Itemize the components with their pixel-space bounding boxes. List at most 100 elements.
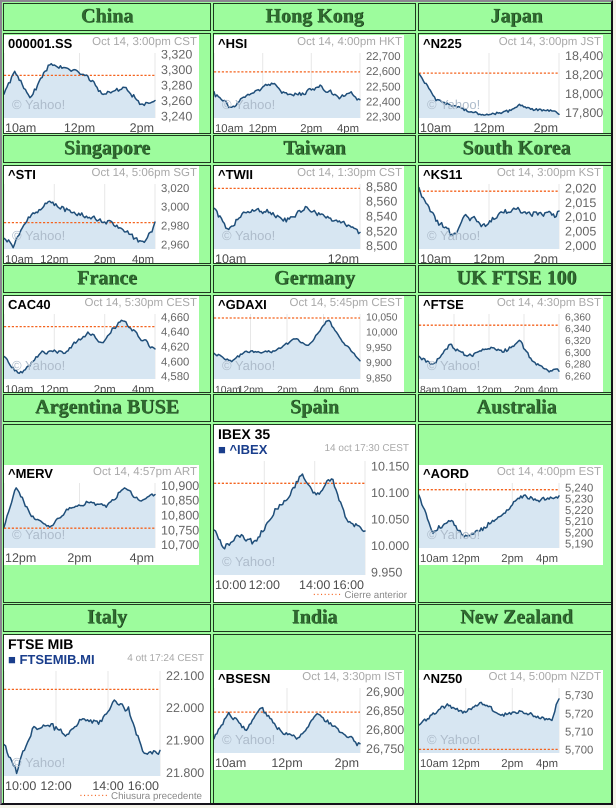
svg-text:10am: 10am <box>215 252 246 264</box>
svg-text:2pm: 2pm <box>130 121 154 135</box>
svg-text:12pm: 12pm <box>476 385 502 393</box>
svg-text:2pm: 2pm <box>501 553 523 565</box>
svg-text:10am: 10am <box>215 123 243 135</box>
svg-text:3,300: 3,300 <box>161 63 192 77</box>
svg-text:22,600: 22,600 <box>366 66 401 78</box>
svg-text:5,720: 5,720 <box>565 708 593 720</box>
svg-text:17,800: 17,800 <box>565 106 603 120</box>
svg-text:4pm: 4pm <box>538 385 558 393</box>
svg-text:© Yahoo!: © Yahoo! <box>427 97 480 112</box>
svg-text:10,750: 10,750 <box>161 523 199 537</box>
svg-text:18,200: 18,200 <box>565 68 603 82</box>
svg-text:3,260: 3,260 <box>161 94 192 108</box>
svg-text:10am: 10am <box>420 758 448 770</box>
svg-text:10,700: 10,700 <box>161 538 199 552</box>
svg-text:© Yahoo!: © Yahoo! <box>12 755 65 770</box>
svg-text:2pm: 2pm <box>300 123 322 135</box>
svg-text:© Yahoo!: © Yahoo! <box>222 97 275 112</box>
svg-text:2,960: 2,960 <box>161 239 189 251</box>
svg-text:8,580: 8,580 <box>366 181 397 194</box>
svg-text:5,210: 5,210 <box>565 516 593 528</box>
svg-text:12pm: 12pm <box>452 758 480 770</box>
svg-text:2pm: 2pm <box>534 252 558 264</box>
svg-text:© Yahoo!: © Yahoo! <box>427 527 480 542</box>
svg-text:6,300: 6,300 <box>565 348 591 359</box>
svg-text:6pm: 6pm <box>339 385 359 393</box>
svg-text:18,400: 18,400 <box>565 50 603 63</box>
svg-text:5,710: 5,710 <box>565 726 593 738</box>
svg-text:© Yahoo!: © Yahoo! <box>222 228 275 243</box>
svg-text:26,750: 26,750 <box>366 742 404 756</box>
svg-text:8,560: 8,560 <box>366 195 397 209</box>
svg-text:4,640: 4,640 <box>161 327 189 339</box>
svg-text:© Yahoo!: © Yahoo! <box>222 554 275 569</box>
svg-text:10.050: 10.050 <box>371 512 409 526</box>
svg-text:10am: 10am <box>5 384 33 393</box>
svg-text:10am: 10am <box>420 121 451 135</box>
svg-text:2,020: 2,020 <box>565 181 596 195</box>
svg-text:10,800: 10,800 <box>161 508 199 522</box>
svg-text:22,300: 22,300 <box>366 111 401 123</box>
svg-text:4pm: 4pm <box>337 123 359 135</box>
svg-text:2pm: 2pm <box>67 551 91 565</box>
svg-text:9,950: 9,950 <box>366 343 392 354</box>
svg-text:© Yahoo!: © Yahoo! <box>222 358 275 373</box>
svg-text:10,000: 10,000 <box>366 328 398 339</box>
svg-text:10am: 10am <box>420 252 451 264</box>
svg-text:© Yahoo!: © Yahoo! <box>12 97 65 112</box>
svg-text:22,400: 22,400 <box>366 96 401 108</box>
svg-text:10am: 10am <box>441 385 467 393</box>
svg-text:2,980: 2,980 <box>161 220 189 232</box>
svg-text:22.100: 22.100 <box>166 669 204 683</box>
svg-text:6,320: 6,320 <box>565 336 591 347</box>
svg-text:© Yahoo!: © Yahoo! <box>222 732 275 747</box>
svg-text:10.100: 10.100 <box>371 486 409 500</box>
svg-text:10.150: 10.150 <box>371 459 409 473</box>
svg-text:12pm: 12pm <box>328 252 359 264</box>
svg-text:5,200: 5,200 <box>565 527 593 539</box>
svg-text:12pm: 12pm <box>40 384 68 393</box>
svg-text:2pm: 2pm <box>277 385 297 393</box>
svg-text:12pm: 12pm <box>238 385 264 393</box>
svg-text:22,500: 22,500 <box>366 81 401 93</box>
svg-text:2pm: 2pm <box>94 384 116 393</box>
svg-text:21.800: 21.800 <box>166 766 204 780</box>
svg-text:4pm: 4pm <box>536 758 558 770</box>
svg-text:3,240: 3,240 <box>161 109 192 123</box>
svg-text:© Yahoo!: © Yahoo! <box>427 228 480 243</box>
svg-text:3,020: 3,020 <box>161 183 189 195</box>
svg-text:2,005: 2,005 <box>565 225 596 239</box>
svg-text:10.000: 10.000 <box>371 539 409 553</box>
svg-text:5,700: 5,700 <box>565 744 593 756</box>
svg-text:4,660: 4,660 <box>161 312 189 324</box>
svg-text:2,015: 2,015 <box>565 196 596 210</box>
svg-text:3,000: 3,000 <box>161 202 189 214</box>
svg-text:6,260: 6,260 <box>565 372 591 383</box>
svg-text:12pm: 12pm <box>271 756 302 770</box>
svg-text:3,280: 3,280 <box>161 78 192 92</box>
svg-text:10,850: 10,850 <box>161 493 199 507</box>
svg-text:26,850: 26,850 <box>366 704 404 718</box>
svg-text:12pm: 12pm <box>64 121 95 135</box>
svg-text:2pm: 2pm <box>94 254 116 264</box>
svg-text:12pm: 12pm <box>249 123 277 135</box>
svg-text:6,280: 6,280 <box>565 360 591 371</box>
svg-text:4pm: 4pm <box>132 384 154 393</box>
svg-text:5,730: 5,730 <box>565 690 593 702</box>
svg-text:10am: 10am <box>5 254 33 264</box>
svg-text:26,900: 26,900 <box>366 685 404 699</box>
svg-text:10,900: 10,900 <box>161 480 199 493</box>
svg-text:8,540: 8,540 <box>366 210 397 224</box>
svg-text:© Yahoo!: © Yahoo! <box>12 228 65 243</box>
svg-text:26,800: 26,800 <box>366 723 404 737</box>
svg-text:12pm: 12pm <box>473 121 504 135</box>
svg-text:© Yahoo!: © Yahoo! <box>427 732 480 747</box>
svg-text:© Yahoo!: © Yahoo! <box>427 358 480 373</box>
svg-text:21.900: 21.900 <box>166 734 204 748</box>
svg-text:9,900: 9,900 <box>366 358 392 369</box>
svg-text:8am: 8am <box>420 385 440 393</box>
svg-text:10am: 10am <box>420 553 448 565</box>
svg-text:6,360: 6,360 <box>565 312 591 323</box>
svg-text:4pm: 4pm <box>536 553 558 565</box>
svg-text:2,000: 2,000 <box>565 239 596 253</box>
